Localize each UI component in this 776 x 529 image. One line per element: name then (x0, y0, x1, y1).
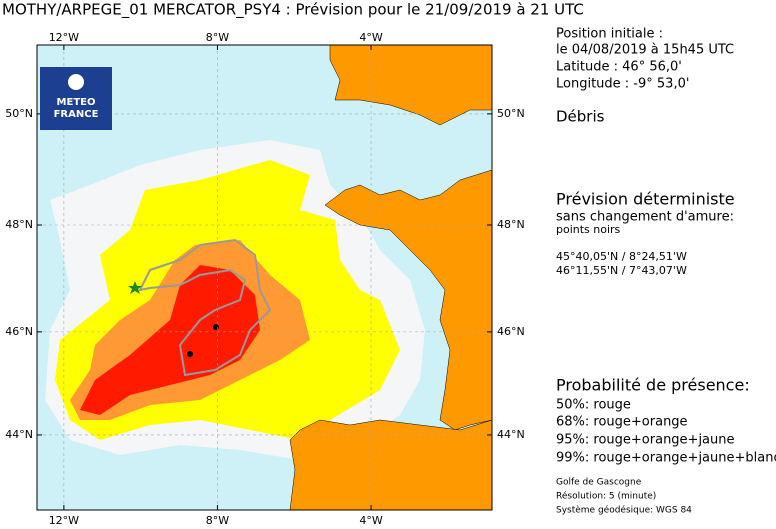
x-tick-label: 4°W (359, 31, 382, 44)
y-tick-label: 44°N (5, 428, 33, 441)
object: Débris (556, 108, 605, 126)
logo-icon (68, 74, 84, 90)
zone-50 (80, 265, 260, 415)
x-tick-label: 8°W (206, 514, 229, 527)
land-france (324, 169, 493, 431)
initial-position (128, 281, 142, 294)
info-line: Position initiale : (556, 27, 663, 42)
forecast-note: points noirs (556, 223, 621, 236)
logo-text: FRANCE (54, 109, 99, 120)
y-tick-label: 48°N (5, 218, 33, 231)
footer-line: Résolution: 5 (minute) (556, 491, 656, 502)
title: MOTHY/ARPEGE_01 MERCATOR_PSY4 : Prévisio… (2, 1, 584, 20)
track (138, 238, 272, 377)
info-line: le 04/08/2019 à 15h45 UTC (556, 43, 734, 58)
info-line: Latitude : 46° 56,0' (556, 60, 682, 75)
forecast-coord: 45°40,05'N / 8°24,51'W (556, 250, 687, 263)
forecast-coord: 46°11,55'N / 7°43,07'W (556, 264, 687, 277)
y-tick-label: 46°N (5, 325, 33, 338)
footer-line: Golfe de Gascogne (556, 478, 642, 488)
forecast-point (187, 351, 193, 357)
info-line: Longitude : -9° 53,0' (556, 77, 689, 92)
y-tick-label: 50°N (497, 107, 525, 120)
footer-line: Système géodésique: WGS 84 (556, 505, 692, 516)
prob-line: 95%: rouge+orange+jaune (556, 433, 735, 448)
y-tick-label: 46°N (497, 325, 525, 338)
map: METEO FRANCE (36, 44, 493, 511)
x-tick-label: 12°W (49, 31, 79, 44)
y-tick-label: 48°N (497, 218, 525, 231)
x-tick-label: 8°W (206, 31, 229, 44)
forecast-point (213, 324, 219, 330)
x-tick-label: 4°W (359, 514, 382, 527)
land-spain (289, 419, 493, 511)
x-tick-label: 12°W (49, 514, 79, 527)
y-tick-label: 44°N (497, 428, 525, 441)
forecast-title: Prévision déterministe (556, 190, 735, 209)
prob-line: 50%: rouge (556, 398, 631, 413)
forecast-sub: sans changement d'amure: (556, 210, 734, 225)
map-frame (36, 44, 493, 511)
info-panel: Position initiale : le 04/08/2019 à 15h4… (556, 27, 776, 516)
prob-line: 99%: rouge+orange+jaune+blanc (556, 451, 776, 466)
y-tick-label: 50°N (5, 107, 33, 120)
prob-title: Probabilité de présence: (556, 376, 750, 395)
prob-line: 68%: rouge+orange (556, 415, 688, 430)
logo-text: METEO (57, 97, 96, 108)
